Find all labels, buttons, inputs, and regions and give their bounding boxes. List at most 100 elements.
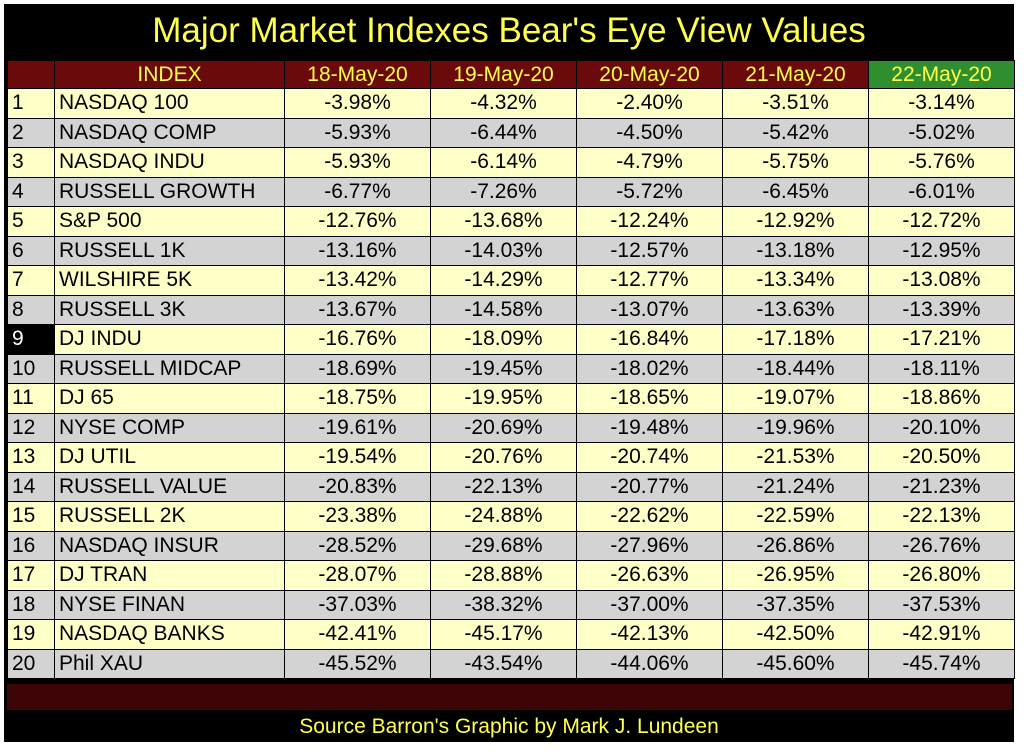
table-row: 18 NYSE FINAN -37.03% -38.32% -37.00% -37.35%… bbox=[7, 589, 1015, 620]
value-cell: -12.77% bbox=[576, 265, 723, 296]
header-index: INDEX bbox=[54, 60, 285, 89]
rank-cell: 14 bbox=[7, 471, 55, 502]
rank-cell: 19 bbox=[7, 619, 55, 650]
value-cell: -21.23% bbox=[868, 471, 1015, 502]
header-rank-blank bbox=[7, 60, 55, 89]
value-cell: -43.54% bbox=[430, 648, 577, 679]
value-cell: -29.68% bbox=[430, 530, 577, 561]
value-cell: -28.52% bbox=[284, 530, 431, 561]
value-cell: -12.57% bbox=[576, 235, 723, 266]
value-cell: -17.18% bbox=[722, 324, 869, 355]
table-row: 5 S&P 500 -12.76% -13.68% -12.24% -12.92% -12.… bbox=[7, 206, 1015, 237]
value-cell: -27.96% bbox=[576, 530, 723, 561]
rank-cell: 5 bbox=[7, 206, 55, 237]
rank-cell: 10 bbox=[7, 353, 55, 384]
value-cell: -21.24% bbox=[722, 471, 869, 502]
value-cell: -42.41% bbox=[284, 619, 431, 650]
value-cell: -17.21% bbox=[868, 324, 1015, 355]
table-row: 16 NASDAQ INSUR -28.52% -29.68% -27.96% -26.8… bbox=[7, 530, 1015, 561]
value-cell: -18.44% bbox=[722, 353, 869, 384]
value-cell: -14.29% bbox=[430, 265, 577, 296]
rank-cell: 12 bbox=[7, 412, 55, 443]
index-name-cell: RUSSELL GROWTH bbox=[54, 176, 285, 207]
value-cell: -13.07% bbox=[576, 294, 723, 325]
index-name-cell: RUSSELL 3K bbox=[54, 294, 285, 325]
table-row: 19 NASDAQ BANKS -42.41% -45.17% -42.13% -42.5… bbox=[7, 619, 1015, 650]
value-cell: -13.63% bbox=[722, 294, 869, 325]
value-cell: -14.03% bbox=[430, 235, 577, 266]
value-cell: -12.72% bbox=[868, 206, 1015, 237]
index-name-cell: RUSSELL MIDCAP bbox=[54, 353, 285, 384]
rank-cell: 11 bbox=[7, 383, 55, 414]
value-cell: -5.93% bbox=[284, 117, 431, 148]
value-cell: -22.62% bbox=[576, 501, 723, 532]
value-cell: -45.60% bbox=[722, 648, 869, 679]
footer-bar bbox=[7, 684, 1012, 710]
index-name-cell: DJ UTIL bbox=[54, 442, 285, 473]
index-name-cell: NASDAQ 100 bbox=[54, 88, 285, 119]
value-cell: -26.95% bbox=[722, 560, 869, 591]
value-cell: -19.48% bbox=[576, 412, 723, 443]
value-cell: -6.77% bbox=[284, 176, 431, 207]
table-row: 12 NYSE COMP -19.61% -20.69% -19.48% -19.96% -… bbox=[7, 412, 1015, 443]
rank-cell: 13 bbox=[7, 442, 55, 473]
table-row: 8 RUSSELL 3K -13.67% -14.58% -13.07% -13.63% -… bbox=[7, 294, 1015, 325]
value-cell: -18.75% bbox=[284, 383, 431, 414]
value-cell: -20.77% bbox=[576, 471, 723, 502]
index-name-cell: DJ TRAN bbox=[54, 560, 285, 591]
value-cell: -28.88% bbox=[430, 560, 577, 591]
value-cell: -18.02% bbox=[576, 353, 723, 384]
value-cell: -19.07% bbox=[722, 383, 869, 414]
table-row: 10 RUSSELL MIDCAP -18.69% -19.45% -18.02% -18… bbox=[7, 353, 1015, 384]
value-cell: -18.69% bbox=[284, 353, 431, 384]
rank-cell: 3 bbox=[7, 147, 55, 178]
rank-cell: 2 bbox=[7, 117, 55, 148]
value-cell: -13.67% bbox=[284, 294, 431, 325]
value-cell: -12.76% bbox=[284, 206, 431, 237]
rank-cell: 20 bbox=[7, 648, 55, 679]
value-cell: -28.07% bbox=[284, 560, 431, 591]
value-cell: -13.18% bbox=[722, 235, 869, 266]
index-name-cell: NASDAQ INDU bbox=[54, 147, 285, 178]
value-cell: -37.53% bbox=[868, 589, 1015, 620]
value-cell: -6.44% bbox=[430, 117, 577, 148]
value-cell: -26.86% bbox=[722, 530, 869, 561]
value-cell: -20.76% bbox=[430, 442, 577, 473]
table-row: 6 RUSSELL 1K -13.16% -14.03% -12.57% -13.18% -… bbox=[7, 235, 1015, 266]
index-table: INDEX 18-May-20 19-May-20 20-May-20 21-May-2… bbox=[7, 60, 1015, 679]
value-cell: -18.86% bbox=[868, 383, 1015, 414]
value-cell: -18.11% bbox=[868, 353, 1015, 384]
value-cell: -45.17% bbox=[430, 619, 577, 650]
header-date: 19-May-20 bbox=[430, 60, 577, 89]
value-cell: -2.40% bbox=[576, 88, 723, 119]
value-cell: -19.54% bbox=[284, 442, 431, 473]
index-name-cell: NASDAQ COMP bbox=[54, 117, 285, 148]
value-cell: -3.98% bbox=[284, 88, 431, 119]
value-cell: -42.13% bbox=[576, 619, 723, 650]
index-name-cell: NYSE COMP bbox=[54, 412, 285, 443]
rank-cell: 18 bbox=[7, 589, 55, 620]
header-date: 21-May-20 bbox=[722, 60, 869, 89]
value-cell: -19.95% bbox=[430, 383, 577, 414]
rank-cell: 17 bbox=[7, 560, 55, 591]
table-row: 20 Phil XAU -45.52% -43.54% -44.06% -45.60% -4… bbox=[7, 648, 1015, 679]
rank-cell: 7 bbox=[7, 265, 55, 296]
value-cell: -37.35% bbox=[722, 589, 869, 620]
index-name-cell: RUSSELL VALUE bbox=[54, 471, 285, 502]
value-cell: -5.02% bbox=[868, 117, 1015, 148]
chart-frame: Major Market Indexes Bear's Eye View Val… bbox=[4, 4, 1015, 742]
value-cell: -22.59% bbox=[722, 501, 869, 532]
value-cell: -42.91% bbox=[868, 619, 1015, 650]
value-cell: -13.68% bbox=[430, 206, 577, 237]
value-cell: -45.52% bbox=[284, 648, 431, 679]
header-date: 20-May-20 bbox=[576, 60, 723, 89]
value-cell: -22.13% bbox=[430, 471, 577, 502]
value-cell: -22.13% bbox=[868, 501, 1015, 532]
value-cell: -5.75% bbox=[722, 147, 869, 178]
value-cell: -18.65% bbox=[576, 383, 723, 414]
value-cell: -5.42% bbox=[722, 117, 869, 148]
rank-cell: 9 bbox=[7, 324, 55, 355]
table-row: 13 DJ UTIL -19.54% -20.76% -20.74% -21.53% -20… bbox=[7, 442, 1015, 473]
index-name-cell: Phil XAU bbox=[54, 648, 285, 679]
chart-title: Major Market Indexes Bear's Eye View Val… bbox=[152, 11, 866, 50]
